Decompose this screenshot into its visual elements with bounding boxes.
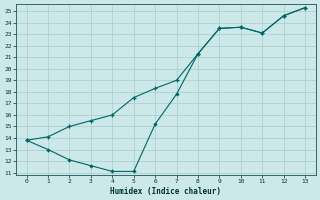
X-axis label: Humidex (Indice chaleur): Humidex (Indice chaleur): [110, 187, 221, 196]
